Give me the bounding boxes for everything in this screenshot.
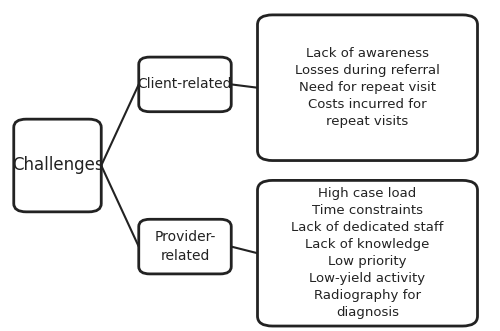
Text: Challenges: Challenges <box>12 157 104 174</box>
Text: Lack of awareness
Losses during referral
Need for repeat visit
Costs incurred fo: Lack of awareness Losses during referral… <box>295 47 440 128</box>
FancyBboxPatch shape <box>14 119 101 212</box>
Text: Provider-
related: Provider- related <box>154 230 216 263</box>
Text: High case load
Time constraints
Lack of dedicated staff
Lack of knowledge
Low pr: High case load Time constraints Lack of … <box>292 187 444 319</box>
FancyBboxPatch shape <box>258 15 478 161</box>
FancyBboxPatch shape <box>258 180 478 326</box>
FancyBboxPatch shape <box>138 57 231 112</box>
Text: Client-related: Client-related <box>138 77 232 91</box>
FancyBboxPatch shape <box>138 219 231 274</box>
